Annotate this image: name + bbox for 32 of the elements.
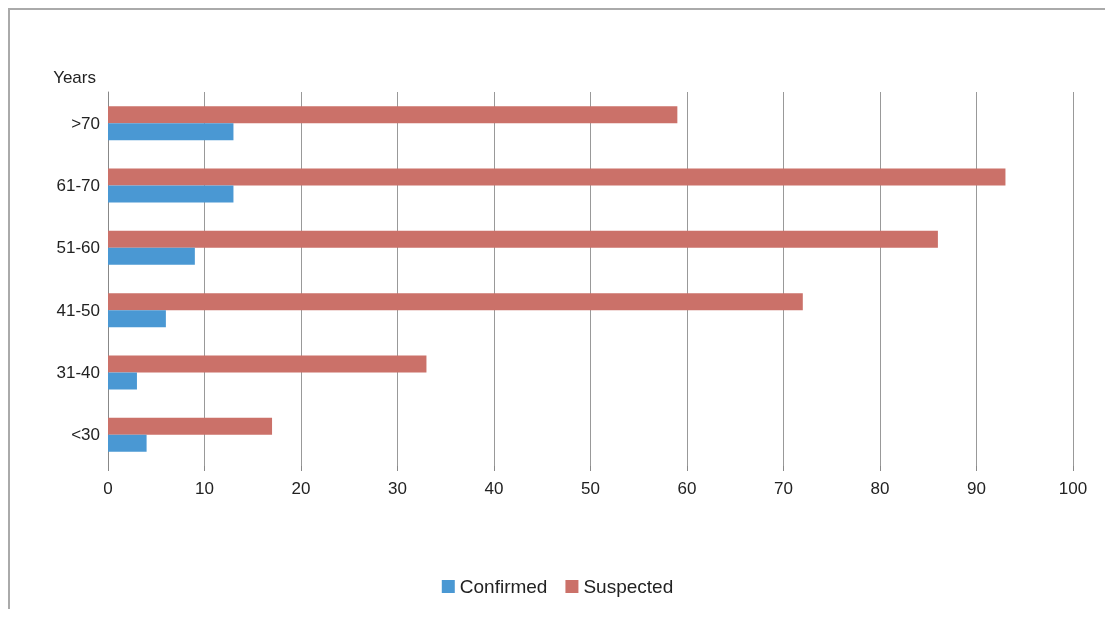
x-tick-label: 80 bbox=[870, 479, 890, 498]
x-tick-label: 20 bbox=[291, 479, 311, 498]
x-tick-label: 10 bbox=[195, 479, 214, 498]
bar bbox=[108, 434, 147, 452]
y-tick-label: >70 bbox=[71, 113, 100, 133]
bar bbox=[108, 106, 678, 124]
x-tick-label: 100 bbox=[1058, 479, 1088, 498]
x-tick-label: 60 bbox=[677, 479, 697, 498]
x-tick-label: 70 bbox=[774, 479, 793, 498]
bar bbox=[108, 123, 234, 141]
bar bbox=[108, 230, 938, 248]
y-tick-label: <30 bbox=[71, 425, 100, 445]
bar bbox=[108, 247, 195, 265]
bar bbox=[108, 310, 166, 328]
bar bbox=[108, 185, 234, 203]
x-tick-label: 50 bbox=[581, 479, 600, 498]
x-tick-label: 30 bbox=[388, 479, 407, 498]
bar bbox=[108, 293, 803, 311]
y-axis-title: Years bbox=[53, 68, 96, 87]
x-tick-label: 40 bbox=[484, 479, 504, 498]
x-tick-label: 90 bbox=[967, 479, 986, 498]
y-tick-label: 31-40 bbox=[56, 363, 100, 382]
legend-label: Confirmed bbox=[459, 576, 548, 597]
bar bbox=[108, 355, 427, 373]
y-tick-label: 41-50 bbox=[56, 300, 100, 320]
bar bbox=[108, 372, 137, 390]
y-tick-label: 61-70 bbox=[56, 176, 100, 195]
bar bbox=[108, 417, 273, 435]
bar bbox=[108, 168, 1006, 186]
legend-label: Suspected bbox=[583, 576, 674, 597]
x-tick-label: 0 bbox=[103, 479, 113, 498]
y-tick-label: 51-60 bbox=[56, 238, 100, 258]
